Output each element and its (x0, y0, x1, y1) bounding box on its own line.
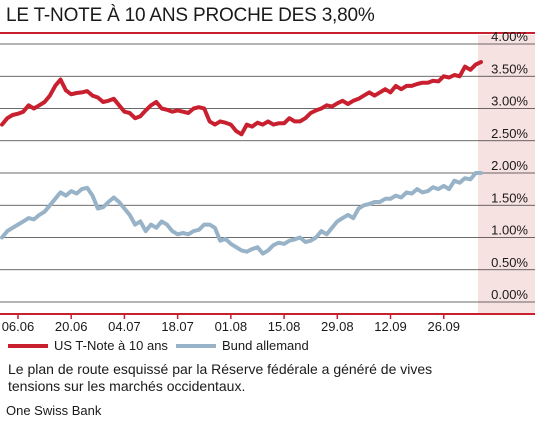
chart-title: LE T-NOTE À 10 ANS PROCHE DES 3,80% (6, 5, 375, 26)
y-tick-label: 0.00% (491, 287, 528, 302)
x-tick-label: 29.08 (321, 319, 354, 334)
chart-source: One Swiss Bank (6, 403, 102, 418)
y-tick-label: 2.00% (491, 158, 528, 173)
legend-label-bund: Bund allemand (222, 338, 309, 353)
chart-caption: Le plan de route esquissé par la Réserve… (8, 361, 433, 394)
y-tick-label: 0.50% (491, 255, 528, 270)
series-lines (0, 60, 483, 256)
x-tick-label: 06.06 (2, 319, 35, 334)
y-tick-label: 4.00% (491, 29, 528, 44)
y-tick-label: 2.50% (491, 126, 528, 141)
x-tick-label: 04.07 (108, 319, 141, 334)
legend-item-bund: Bund allemand (176, 338, 309, 353)
legend-swatch-bund (176, 343, 216, 348)
legend-item-us: US T-Note à 10 ans (8, 338, 168, 353)
y-tick-label: 1.00% (491, 223, 528, 238)
x-tick-label: 12.09 (374, 319, 407, 334)
y-tick-label: 3.00% (491, 94, 528, 109)
legend-swatch-us (8, 343, 48, 348)
line-chart: 4.00% 3.50% 3.00% 2.50% 2.00% 1.50% 1.00% 0.50%… (0, 29, 535, 334)
y-tick-label: 1.50% (491, 190, 528, 205)
x-tick-label: 01.08 (215, 319, 248, 334)
y-axis-labels: 4.00% 3.50% 3.00% 2.50% 2.00% 1.50% 1.00% 0.50%… (491, 29, 528, 302)
x-tick-label: 26.09 (427, 319, 460, 334)
x-tick-label: 15.08 (268, 319, 301, 334)
x-tick-label: 18.07 (161, 319, 194, 334)
y-tick-label: 3.50% (491, 61, 528, 76)
bund-line (0, 171, 483, 256)
x-axis-labels: 06.06 20.06 04.07 18.07 01.08 15.08 29.08 12.09… (2, 314, 460, 334)
value-band (478, 35, 535, 314)
legend-label-us: US T-Note à 10 ans (54, 338, 168, 353)
x-tick-label: 20.06 (55, 319, 88, 334)
gridlines (0, 43, 535, 303)
us-tnote-line (0, 60, 483, 137)
